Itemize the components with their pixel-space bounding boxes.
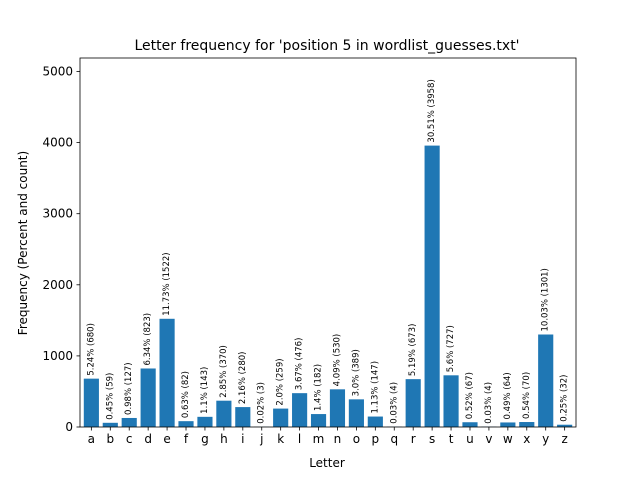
bar-k (273, 409, 288, 427)
y-tick-label-2000: 2000 (42, 278, 73, 292)
x-tick-label-x: x (523, 432, 530, 446)
x-tick-label-a: a (88, 432, 95, 446)
x-tick-label-d: d (144, 432, 152, 446)
bar-f (178, 421, 193, 427)
data-label-v: 0.03% (4) (484, 382, 494, 424)
data-label-a: 5.24% (680) (86, 323, 96, 376)
data-label-g: 1.1% (143) (200, 367, 210, 414)
bar-h (216, 401, 231, 427)
bar-u (462, 422, 477, 427)
x-tick-label-t: t (449, 432, 454, 446)
x-axis-label: Letter (309, 456, 345, 470)
bar-x (519, 422, 534, 427)
x-tick-label-n: n (334, 432, 342, 446)
bar-e (160, 319, 175, 427)
data-label-l: 3.67% (476) (295, 338, 305, 391)
bar-m (311, 414, 326, 427)
y-tick-label-4000: 4000 (42, 136, 73, 150)
x-tick-label-p: p (372, 432, 380, 446)
data-label-o: 3.0% (389) (351, 349, 361, 396)
y-tick-label-1000: 1000 (42, 349, 73, 363)
data-label-b: 0.45% (59) (105, 373, 115, 420)
y-tick-label-3000: 3000 (42, 207, 73, 221)
data-label-r: 5.19% (673) (408, 324, 418, 377)
data-label-h: 2.85% (370) (219, 345, 229, 398)
x-tick-label-k: k (277, 432, 284, 446)
bar-a (84, 379, 99, 427)
bar-t (443, 375, 458, 427)
x-tick-label-w: w (503, 432, 513, 446)
data-label-w: 0.49% (64) (503, 372, 513, 419)
x-tick-label-s: s (429, 432, 435, 446)
x-tick-label-u: u (466, 432, 474, 446)
data-label-c: 0.98% (127) (124, 362, 134, 415)
x-tick-label-l: l (298, 432, 301, 446)
bar-b (103, 423, 118, 427)
x-tick-label-e: e (163, 432, 170, 446)
data-label-t: 5.6% (727) (446, 325, 456, 372)
bar-g (197, 417, 212, 427)
data-label-e: 11.73% (1522) (162, 252, 172, 315)
data-label-s: 30.51% (3958) (427, 79, 437, 142)
data-label-k: 2.0% (259) (276, 358, 286, 405)
data-label-u: 0.52% (67) (465, 372, 475, 419)
data-label-z: 0.25% (32) (560, 375, 570, 422)
bar-r (406, 379, 421, 427)
bar-n (330, 389, 345, 427)
x-tick-label-i: i (241, 432, 244, 446)
bar-w (500, 422, 515, 427)
data-label-f: 0.63% (82) (181, 371, 191, 418)
y-tick-label-0: 0 (65, 420, 73, 434)
data-label-y: 10.03% (1301) (541, 268, 551, 331)
bar-l (292, 393, 307, 427)
data-label-x: 0.54% (70) (522, 372, 532, 419)
x-tick-label-z: z (561, 432, 567, 446)
bar-d (141, 368, 156, 427)
x-tick-label-v: v (485, 432, 492, 446)
x-tick-label-r: r (411, 432, 416, 446)
x-tick-label-m: m (313, 432, 325, 446)
x-tick-label-g: g (201, 432, 209, 446)
x-tick-label-y: y (542, 432, 549, 446)
x-tick-label-h: h (220, 432, 228, 446)
data-label-i: 2.16% (280) (238, 352, 248, 405)
x-tick-label-b: b (106, 432, 114, 446)
x-tick-label-j: j (259, 432, 263, 446)
data-label-q: 0.03% (4) (389, 382, 399, 424)
data-label-p: 1.13% (147) (370, 361, 380, 414)
bar-c (122, 418, 137, 427)
y-tick-label-5000: 5000 (42, 65, 73, 79)
bar-o (349, 399, 364, 427)
y-axis-label: Frequency (Percent and count) (16, 151, 30, 335)
x-tick-label-o: o (353, 432, 360, 446)
bar-s (425, 146, 440, 427)
data-label-d: 6.34% (823) (143, 313, 153, 366)
data-label-m: 1.4% (182) (314, 364, 324, 411)
chart-title: Letter frequency for 'position 5 in word… (134, 38, 519, 54)
bar-i (235, 407, 250, 427)
x-tick-label-c: c (126, 432, 133, 446)
bar-p (368, 417, 383, 427)
x-tick-label-q: q (390, 432, 398, 446)
bar-y (538, 335, 553, 427)
data-label-n: 4.09% (530) (332, 334, 342, 387)
data-label-j: 0.02% (3) (257, 382, 267, 424)
